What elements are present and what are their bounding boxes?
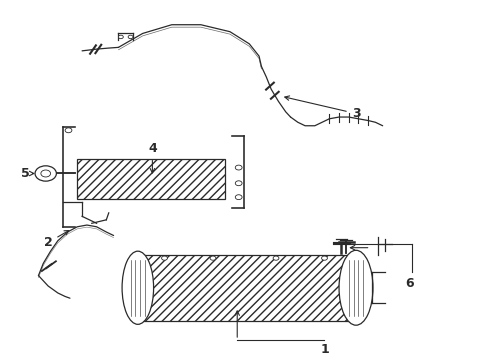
- Ellipse shape: [338, 250, 372, 325]
- Text: 3: 3: [284, 96, 360, 120]
- Circle shape: [235, 181, 242, 186]
- Circle shape: [128, 35, 133, 39]
- Bar: [77, 159, 224, 199]
- Text: 2: 2: [44, 230, 69, 249]
- Circle shape: [235, 165, 242, 170]
- Circle shape: [35, 166, 56, 181]
- Circle shape: [321, 256, 327, 260]
- Circle shape: [235, 195, 242, 199]
- Bar: [140, 255, 353, 321]
- Text: 6: 6: [404, 277, 413, 290]
- Circle shape: [41, 170, 50, 177]
- Circle shape: [161, 256, 167, 260]
- Text: 1: 1: [320, 343, 328, 356]
- Circle shape: [272, 256, 278, 260]
- Text: 5: 5: [21, 167, 34, 180]
- Circle shape: [118, 35, 123, 39]
- Ellipse shape: [122, 251, 153, 324]
- Text: 4: 4: [148, 142, 157, 173]
- Circle shape: [65, 128, 72, 133]
- Circle shape: [210, 256, 216, 260]
- Bar: [140, 255, 353, 321]
- Bar: [77, 159, 224, 199]
